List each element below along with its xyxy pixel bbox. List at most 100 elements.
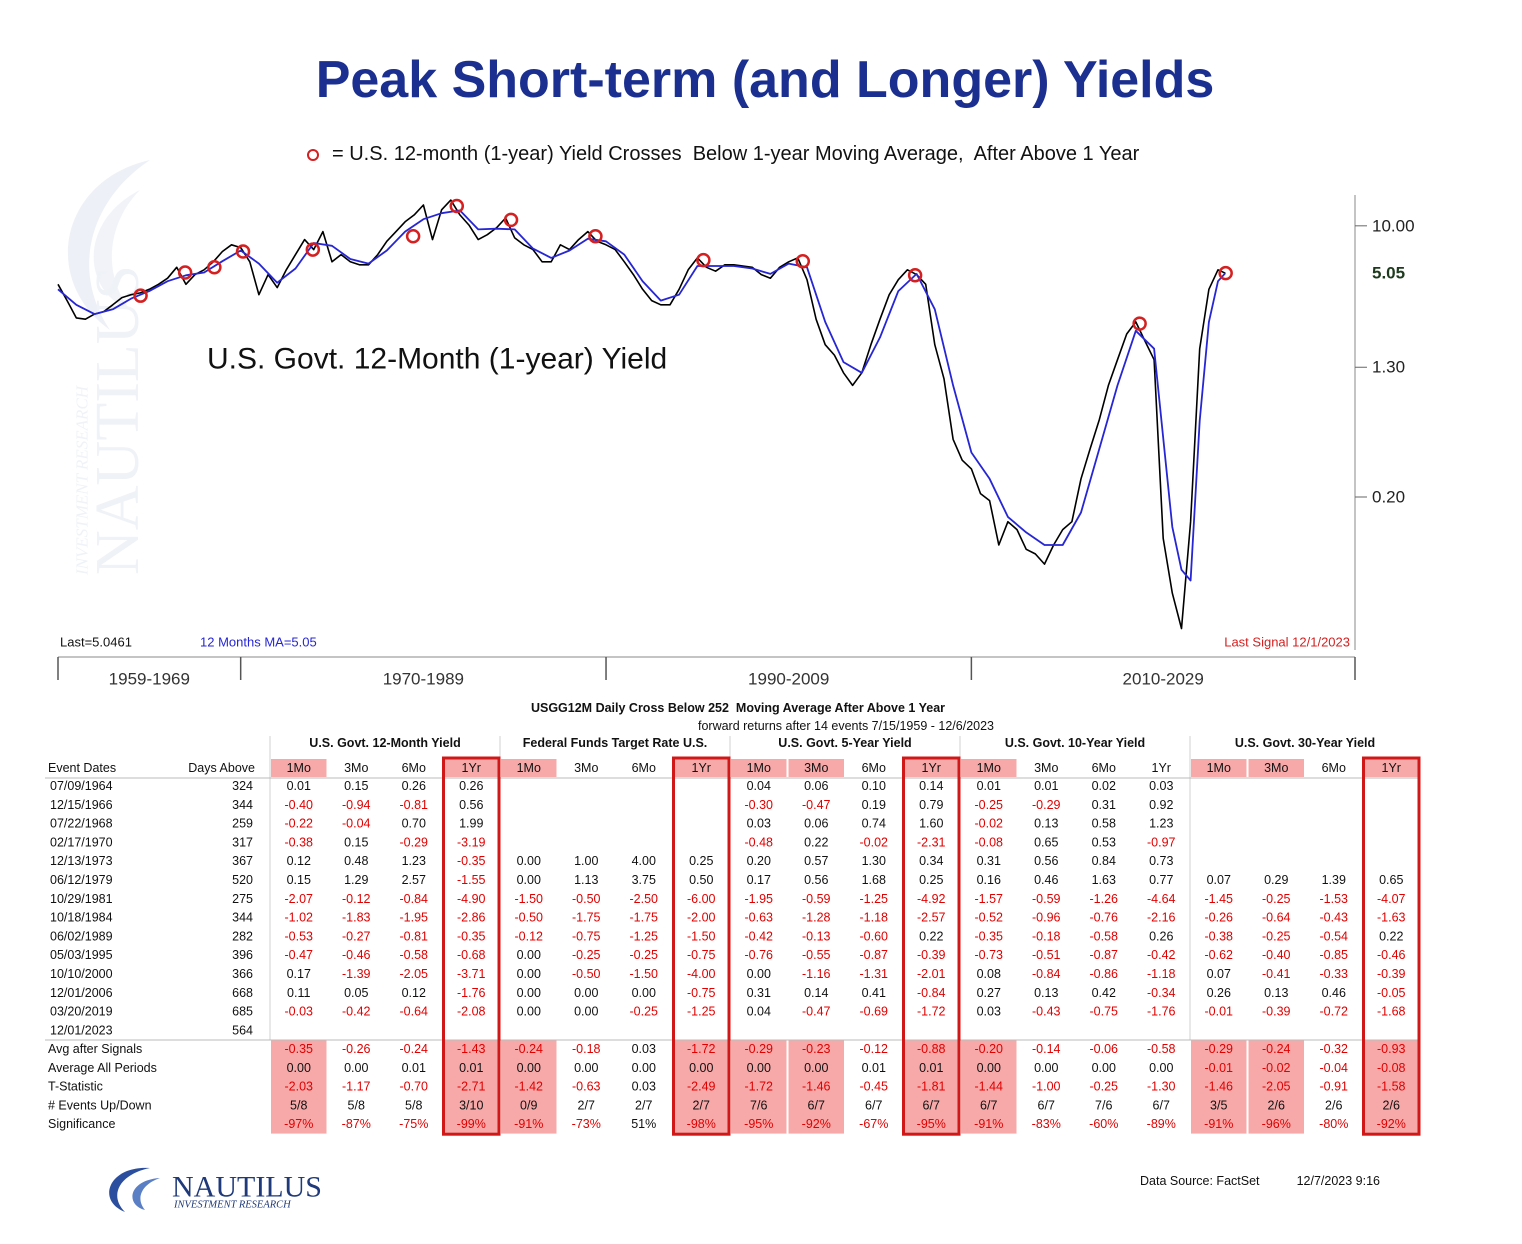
- table-cell: -0.45: [860, 1080, 889, 1094]
- table-cell: 6/7: [1038, 1098, 1055, 1112]
- event-date: 05/03/1995: [50, 948, 113, 962]
- table-cell: -1.68: [1377, 1005, 1406, 1019]
- event-date: 06/12/1979: [50, 873, 113, 887]
- table-cell: -91%: [1204, 1117, 1233, 1131]
- table-cell: 0.65: [1034, 835, 1058, 849]
- summary-label: # Events Up/Down: [48, 1098, 152, 1112]
- table-cell: 0.13: [1034, 986, 1058, 1000]
- logo-swirl: [109, 1167, 150, 1212]
- table-cell: 3/10: [459, 1098, 483, 1112]
- table-cell: 0.01: [919, 1061, 943, 1075]
- table-cell: -0.25: [572, 948, 601, 962]
- table-cell: -0.63: [745, 911, 774, 925]
- y-tick-label: 1.30: [1372, 358, 1405, 377]
- table-cell: -0.81: [400, 929, 429, 943]
- table-cell: -2.86: [457, 911, 486, 925]
- table-cell: -0.54: [1320, 929, 1349, 943]
- page-title: Peak Short-term (and Longer) Yields: [316, 51, 1215, 109]
- table-cell: -87%: [342, 1117, 371, 1131]
- last-note: Last=5.0461: [60, 635, 132, 650]
- days-above: 366: [232, 967, 253, 981]
- table-cell: -0.87: [860, 948, 889, 962]
- signal-marker: [795, 253, 811, 269]
- table-cell: -4.64: [1147, 892, 1176, 906]
- table-cell: -0.34: [1147, 986, 1176, 1000]
- table-cell: -98%: [687, 1117, 716, 1131]
- table-cell: 6/7: [865, 1098, 882, 1112]
- table-cell: -0.27: [342, 929, 371, 943]
- table-cell: -0.47: [285, 948, 314, 962]
- table-cell: 0.31: [977, 854, 1001, 868]
- table-cell: -0.33: [1320, 967, 1349, 981]
- table-cell: -2.50: [630, 892, 659, 906]
- watermark-logo: NAUTILUS: [84, 265, 152, 575]
- table-cell: -0.84: [917, 986, 946, 1000]
- table-cell: 0.14: [804, 986, 828, 1000]
- table-cell: 6/7: [1153, 1098, 1170, 1112]
- table-cell: -0.13: [802, 929, 831, 943]
- table-cell: -0.12: [515, 929, 544, 943]
- table-cell: -95%: [744, 1117, 773, 1131]
- table-cell: 0.03: [977, 1005, 1001, 1019]
- event-date: 10/29/1981: [50, 892, 113, 906]
- table-cell: -1.53: [1320, 892, 1349, 906]
- days-above: 367: [232, 854, 253, 868]
- x-period-label: 1990-2009: [748, 670, 829, 689]
- logo-swirl: [132, 1178, 160, 1210]
- table-cell: -0.58: [1147, 1042, 1176, 1056]
- group-header: Federal Funds Target Rate U.S.: [523, 736, 708, 750]
- header-highlight: [1248, 759, 1304, 777]
- table-cell: 0.70: [402, 817, 426, 831]
- summary-highlight: [443, 1039, 499, 1134]
- header-highlight: [1363, 759, 1419, 777]
- table-cell: -0.64: [400, 1005, 429, 1019]
- table-cell: -0.81: [400, 798, 429, 812]
- table-cell: -0.29: [745, 1042, 774, 1056]
- table-cell: -0.60: [860, 929, 889, 943]
- summary-highlight: [1248, 1039, 1304, 1134]
- table-cell: -3.19: [457, 835, 486, 849]
- summary-highlight: [961, 1039, 1017, 1134]
- table-cell: -0.42: [1147, 948, 1176, 962]
- watermark-tagline: INVESTMENT RESEARCH: [73, 384, 92, 576]
- table-cell: -1.46: [1205, 1080, 1234, 1094]
- table-cell: -0.43: [1320, 911, 1349, 925]
- signal-marker: [1132, 316, 1147, 331]
- table-cell: 0.01: [977, 779, 1001, 793]
- event-date: 10/10/2000: [50, 967, 113, 981]
- footer-logo: NAUTILUS INVESTMENT RESEARCH: [109, 1167, 322, 1212]
- summary-label: Avg after Signals: [48, 1042, 142, 1056]
- table-cell: -1.25: [860, 892, 889, 906]
- table-cell: -0.12: [342, 892, 371, 906]
- table-cell: 0.05: [344, 986, 368, 1000]
- event-date: 02/17/1970: [50, 835, 113, 849]
- table-cell: 0.06: [804, 817, 828, 831]
- table-cell: -0.84: [400, 892, 429, 906]
- signal-marker: [207, 260, 222, 275]
- table-cell: 0.15: [344, 835, 368, 849]
- watermark-swirl: [93, 190, 140, 310]
- table-cell: -1.72: [687, 1042, 716, 1056]
- summary-highlight: [903, 1039, 959, 1134]
- header-highlight: [443, 759, 499, 777]
- table-cell: 3/5: [1210, 1098, 1227, 1112]
- column-header: 6Mo: [1092, 761, 1116, 775]
- table-cell: -1.18: [860, 911, 889, 925]
- table-cell: -2.01: [917, 967, 946, 981]
- column-header: 1Mo: [1207, 761, 1231, 775]
- table-cell: 0.03: [632, 1080, 656, 1094]
- table-cell: -0.62: [1205, 948, 1234, 962]
- summary-highlight: [673, 1039, 729, 1134]
- summary-highlight: [731, 1039, 787, 1134]
- table-cell: -0.06: [1090, 1042, 1119, 1056]
- table-cell: -1.30: [1147, 1080, 1176, 1094]
- table-cell: -0.46: [1377, 948, 1406, 962]
- table-cell: 0.56: [804, 873, 828, 887]
- table-cell: -0.30: [745, 798, 774, 812]
- table-cell: -0.58: [400, 948, 429, 962]
- table-cell: 0.56: [459, 798, 483, 812]
- table-cell: 0.00: [747, 967, 771, 981]
- table-cell: -2.31: [917, 835, 946, 849]
